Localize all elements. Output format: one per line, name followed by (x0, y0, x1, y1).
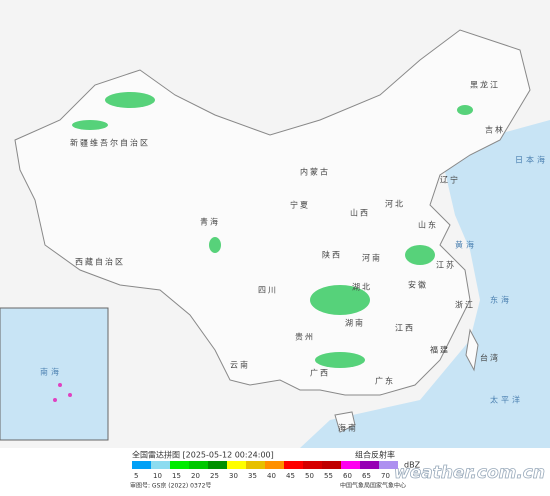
legend-title: 全国雷达拼图 [2025-05-12 00:24:00] (132, 450, 274, 460)
map-label: 安徽 (408, 280, 428, 290)
map-label: 西藏自治区 (75, 257, 125, 267)
map-label: 新疆维吾尔自治区 (70, 138, 150, 148)
map-label: 云南 (230, 360, 250, 370)
map-label: 陕西 (322, 250, 342, 260)
hainan (334, 411, 356, 433)
legend-value: 5 (134, 472, 138, 480)
map-label: 山东 (418, 220, 438, 230)
legend-swatch (360, 461, 379, 469)
map-label: 河南 (362, 253, 382, 263)
map-label: 江西 (395, 324, 415, 333)
map-label: 南海 (40, 367, 62, 377)
legend-value: 25 (210, 472, 219, 480)
legend-value: 15 (172, 472, 181, 480)
legend-value: 10 (153, 472, 162, 480)
map-label: 广西 (310, 368, 330, 378)
taiwan (465, 328, 479, 372)
map-label: 内蒙古 (300, 167, 330, 177)
map-label: 台湾 (480, 353, 500, 363)
map-label: 日本海 (515, 155, 548, 165)
map-label: 贵州 (295, 332, 315, 342)
legend-swatch (227, 461, 246, 469)
legend-swatch (322, 461, 341, 469)
legend-swatch (132, 461, 151, 469)
legend-swatch (284, 461, 303, 469)
legend-value: 35 (248, 472, 257, 480)
map-label: 吉林 (485, 125, 505, 135)
legend-swatch (170, 461, 189, 469)
map-label: 黑龙江 (470, 80, 500, 90)
map-label: 河北 (385, 199, 405, 209)
inset-echoes (53, 383, 72, 402)
legend-value: 30 (229, 472, 238, 480)
legend-value: 20 (191, 472, 200, 480)
china-outline (14, 29, 531, 396)
legend-swatch (151, 461, 170, 469)
map-label: 辽宁 (440, 175, 460, 185)
legend-swatch (208, 461, 227, 469)
map-label: 广东 (375, 376, 395, 386)
map-label: 山西 (350, 208, 370, 218)
map-label: 东海 (490, 295, 512, 305)
map-label: 福建 (430, 345, 450, 355)
legend-swatch (341, 461, 360, 469)
map-label: 江苏 (436, 260, 456, 270)
legend-swatch (379, 461, 398, 469)
legend: 5 10 15 20 25 30 35 40 45 50 55 60 65 70 (132, 461, 398, 480)
map-label: 浙江 (455, 300, 475, 310)
legend-swatch (246, 461, 265, 469)
approval-number: 审图号: GS京 (2022) 0372号 (130, 482, 211, 490)
legend-value: 45 (286, 472, 295, 480)
legend-value: 55 (324, 472, 333, 480)
legend-value: 70 (381, 472, 390, 480)
product-name: 组合反射率 (355, 450, 395, 460)
agency: 中国气象局国家气象中心 (340, 482, 406, 490)
south-sea-inset (0, 307, 109, 441)
map-label: 湖北 (352, 283, 372, 292)
map-label: 海南 (338, 423, 358, 433)
map-label: 黄海 (455, 240, 477, 250)
map-label: 青海 (200, 217, 220, 227)
legend-value: 50 (305, 472, 314, 480)
map-label: 宁夏 (290, 200, 310, 210)
map-label: 四川 (258, 286, 278, 295)
legend-unit: dBZ (404, 461, 421, 470)
sea (300, 120, 550, 448)
legend-strip (0, 448, 550, 492)
legend-swatch (303, 461, 322, 469)
legend-value: 65 (362, 472, 371, 480)
legend-swatch (189, 461, 208, 469)
watermark: weather.com.cn (394, 463, 545, 483)
map-label: 太平洋 (490, 395, 523, 405)
legend-value: 60 (343, 472, 352, 480)
legend-value: 40 (267, 472, 276, 480)
radar-echoes (72, 92, 473, 368)
map-label: 湖南 (345, 318, 365, 328)
legend-swatch (265, 461, 284, 469)
